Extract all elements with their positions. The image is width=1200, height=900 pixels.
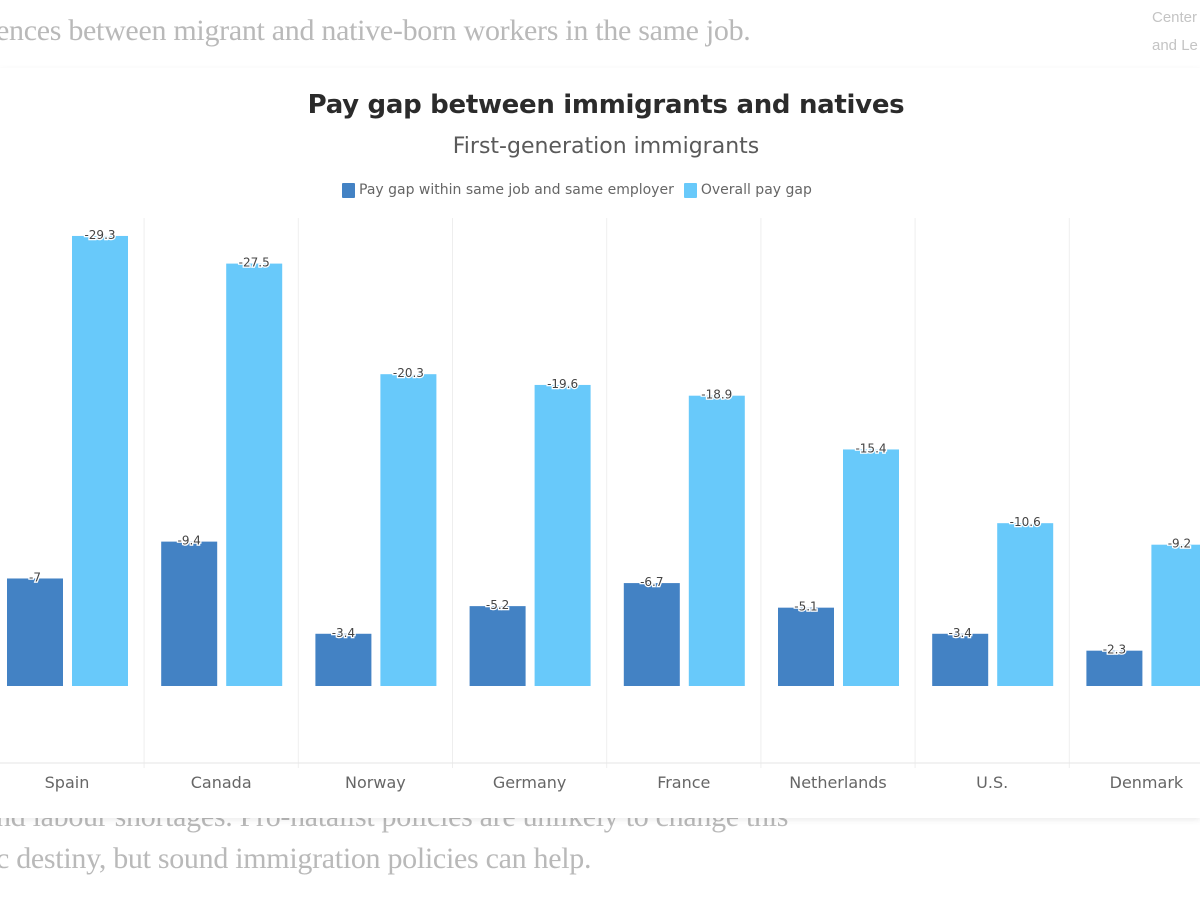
data-label: -20.3 xyxy=(393,366,424,380)
chart-subtitle: First-generation immigrants xyxy=(452,134,760,159)
chart-card: Pay gap between immigrants and natives F… xyxy=(0,68,1200,818)
data-label: -9.2 xyxy=(1168,537,1191,551)
data-label: -29.3 xyxy=(84,228,115,242)
x-tick-label: Germany xyxy=(493,773,567,792)
data-label: -5.2 xyxy=(486,598,509,612)
bar-chart: -7 -29.3 Spain -9.4 -27.5 Canada -3.4 -20.3 Norw… xyxy=(0,218,1200,792)
data-label: -5.1 xyxy=(794,600,817,614)
data-label: -3.4 xyxy=(948,626,971,640)
legend-label-same-job: Pay gap within same job and same employe… xyxy=(359,182,674,198)
bar-overall-norway xyxy=(380,374,437,686)
x-tick-label: U.S. xyxy=(976,773,1008,792)
data-label: -19.6 xyxy=(547,377,578,391)
data-label: -2.3 xyxy=(1103,643,1126,657)
bar-same-job-france xyxy=(623,583,680,686)
data-label: -18.9 xyxy=(701,388,732,402)
bar-overall-us xyxy=(997,523,1054,686)
bar-overall-canada xyxy=(226,263,283,686)
data-label: -27.5 xyxy=(239,256,270,270)
bar-overall-germany xyxy=(534,384,591,686)
sidebar-text-line-2: and Le xyxy=(1152,37,1198,54)
data-label: -15.4 xyxy=(855,441,886,455)
data-label: -10.6 xyxy=(1010,515,1041,529)
x-tick-label: Netherlands xyxy=(789,773,887,792)
data-label: -7 xyxy=(29,570,41,584)
bar-overall-denmark xyxy=(1151,544,1200,686)
x-tick-label: France xyxy=(657,773,710,792)
bar-same-job-us xyxy=(932,633,989,686)
bar-same-job-norway xyxy=(315,633,372,686)
chart-title: Pay gap between immigrants and natives xyxy=(307,90,905,120)
background-article-text-bottom-2: c destiny, but sound immigration policie… xyxy=(0,842,592,875)
legend-swatch-overall xyxy=(683,182,697,198)
bar-overall-france xyxy=(688,395,745,686)
legend-swatch-same-job xyxy=(342,182,355,198)
bar-same-job-denmark xyxy=(1086,650,1143,686)
x-tick-label: Canada xyxy=(191,773,252,792)
x-tick-label: Norway xyxy=(345,773,406,792)
bar-same-job-germany xyxy=(469,606,526,686)
chart-legend: Pay gap within same job and same employe… xyxy=(342,182,822,198)
x-tick-label: Denmark xyxy=(1110,773,1184,792)
bar-same-job-spain xyxy=(7,578,63,686)
background-article-text-top: ences between migrant and native-born wo… xyxy=(0,14,751,47)
data-label: -9.4 xyxy=(177,534,200,548)
bar-overall-netherlands xyxy=(843,449,899,686)
bar-same-job-canada xyxy=(161,541,218,686)
bar-same-job-netherlands xyxy=(778,607,834,686)
background-article-text-bottom-1: nd labour shortages. Pro-natalist polici… xyxy=(0,814,788,834)
legend-item-same-job: Pay gap within same job and same employe… xyxy=(342,182,674,198)
data-label: -3.4 xyxy=(332,626,355,640)
legend-label-overall: Overall pay gap xyxy=(700,182,812,198)
sidebar-text-line-1: Center xyxy=(1152,9,1198,26)
legend-item-overall: Overall pay gap xyxy=(683,182,812,198)
x-tick-label: Spain xyxy=(45,773,90,792)
data-label: -6.7 xyxy=(640,575,663,589)
bar-overall-spain xyxy=(72,235,128,686)
